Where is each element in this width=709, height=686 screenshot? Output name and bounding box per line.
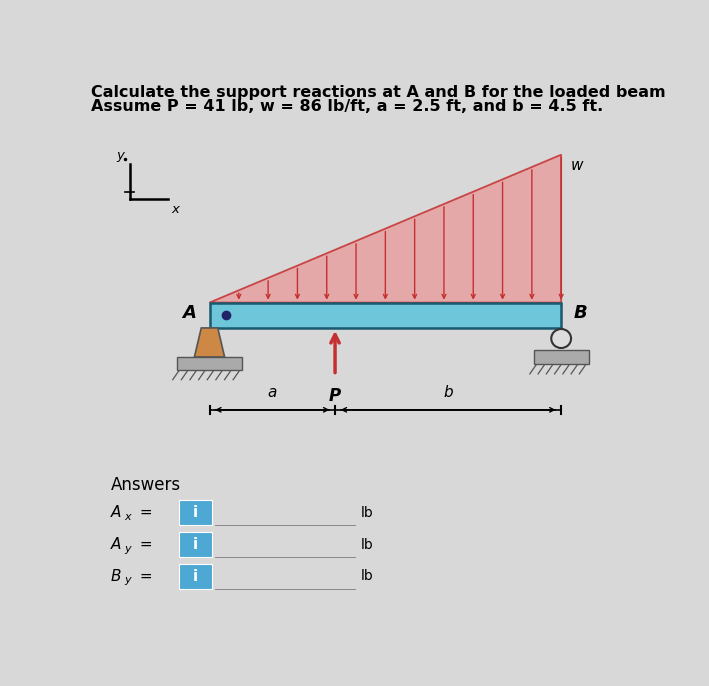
Bar [179,532,212,557]
Text: i: i [194,569,199,584]
Text: Answers: Answers [111,476,181,494]
Bar [179,563,212,589]
Text: w: w [571,158,584,173]
Bar [210,303,562,328]
Bar [177,357,242,370]
Text: A: A [182,304,196,322]
Text: i: i [194,506,199,520]
Text: b: b [443,386,453,401]
Text: B: B [574,304,587,322]
Text: Calculate the support reactions at A and B for the loaded beam: Calculate the support reactions at A and… [91,85,666,100]
Text: =: = [135,537,153,552]
Text: B: B [111,569,121,584]
Text: =: = [135,569,153,584]
Text: x: x [171,203,179,216]
Text: P: P [329,387,341,405]
Text: A: A [111,537,121,552]
Text: x: x [124,512,131,522]
Text: Assume P = 41 lb, w = 86 lb/ft, a = 2.5 ft, and b = 4.5 ft.: Assume P = 41 lb, w = 86 lb/ft, a = 2.5 … [91,99,603,115]
Bar [534,350,588,364]
Text: y: y [124,576,131,585]
Bar [179,500,212,525]
Polygon shape [194,328,225,357]
Polygon shape [210,154,562,303]
Text: =: = [135,506,153,520]
Text: lb: lb [361,538,374,552]
Text: a: a [267,386,277,401]
Text: y: y [116,149,124,162]
Text: i: i [194,537,199,552]
Text: y: y [124,544,131,554]
Text: lb: lb [361,506,374,520]
Text: A: A [111,506,121,520]
Text: lb: lb [361,569,374,583]
Circle shape [552,329,571,348]
